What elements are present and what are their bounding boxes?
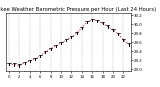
Title: Milwaukee Weather Barometric Pressure per Hour (Last 24 Hours): Milwaukee Weather Barometric Pressure pe… [0,7,156,12]
